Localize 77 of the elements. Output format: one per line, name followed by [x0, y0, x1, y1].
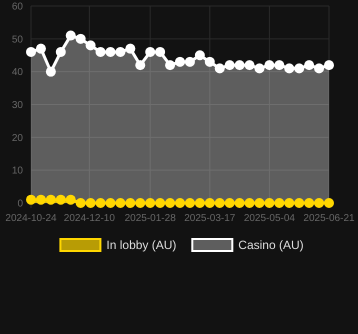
point: [86, 40, 96, 50]
point: [284, 198, 294, 208]
point: [56, 194, 66, 205]
point: [204, 56, 215, 67]
point: [214, 63, 225, 74]
point: [244, 60, 255, 70]
point: [234, 60, 245, 70]
point: [184, 198, 195, 208]
y-tick-label: 40: [12, 67, 24, 78]
y-tick-label: 0: [17, 198, 24, 210]
point: [96, 46, 106, 57]
point: [214, 198, 225, 208]
point: [224, 198, 235, 208]
point: [145, 198, 156, 208]
point: [115, 46, 126, 57]
point: [304, 60, 314, 70]
point: [194, 50, 205, 60]
point: [324, 60, 334, 70]
point: [175, 56, 185, 67]
x-tick-label: 2024-12-10: [64, 213, 116, 224]
point: [115, 198, 126, 208]
legend-label: In lobby (AU): [106, 238, 176, 252]
point: [254, 63, 264, 74]
point: [155, 46, 166, 57]
point: [324, 198, 334, 208]
x-tick-label: 2025-03-17: [184, 213, 236, 224]
point: [314, 63, 324, 74]
point: [96, 198, 106, 208]
point: [224, 60, 235, 70]
point: [76, 198, 86, 208]
point: [234, 198, 245, 208]
point: [76, 34, 86, 44]
point: [254, 198, 264, 208]
point: [46, 194, 56, 205]
point: [36, 194, 46, 205]
legend-label: Casino (AU): [238, 238, 304, 252]
y-tick-label: 60: [12, 2, 24, 12]
y-tick-label: 20: [12, 132, 24, 144]
x-tick-label: 2025-05-04: [244, 213, 296, 224]
point: [66, 194, 76, 205]
point: [264, 60, 274, 70]
point: [314, 198, 324, 208]
point: [135, 198, 146, 208]
point: [145, 46, 156, 57]
y-tick-label: 10: [12, 166, 24, 177]
point: [204, 198, 215, 208]
point: [264, 198, 274, 208]
y-tick-label: 50: [12, 34, 24, 46]
point: [135, 60, 146, 70]
point: [274, 60, 284, 70]
point: [105, 198, 116, 208]
point: [165, 198, 176, 208]
point: [184, 56, 195, 67]
point: [105, 46, 116, 57]
point: [165, 60, 176, 70]
point: [36, 44, 46, 54]
point: [56, 46, 66, 57]
point: [294, 198, 304, 208]
y-tick-label: 30: [12, 100, 24, 111]
point: [155, 198, 166, 208]
point: [125, 44, 136, 54]
point: [86, 198, 96, 208]
x-tick-label: 2024-10-24: [5, 213, 58, 224]
point: [125, 198, 136, 208]
point: [194, 198, 205, 208]
point: [175, 198, 185, 208]
point: [284, 63, 294, 74]
x-tick-label: 2025-06-21: [303, 213, 356, 224]
point: [304, 198, 314, 208]
point: [46, 66, 56, 77]
point: [244, 198, 255, 208]
point: [26, 46, 36, 57]
point: [26, 194, 36, 205]
point: [294, 63, 304, 74]
point: [274, 198, 284, 208]
point: [66, 30, 76, 41]
x-tick-label: 2025-01-28: [124, 213, 176, 224]
